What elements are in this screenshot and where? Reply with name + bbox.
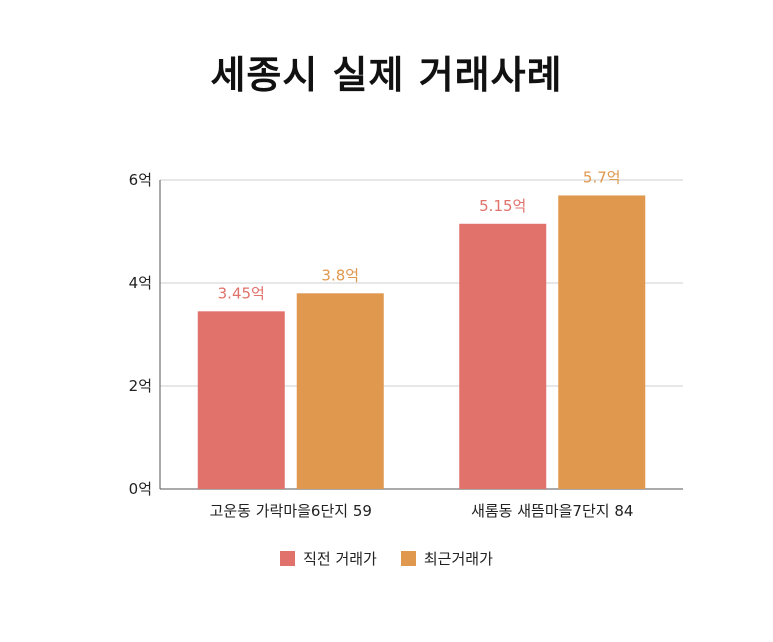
bar bbox=[198, 311, 285, 489]
bar bbox=[459, 224, 546, 489]
bar bbox=[558, 195, 645, 489]
data-label: 3.8억 bbox=[321, 266, 359, 284]
legend: 직전 거래가 최근거래가 bbox=[0, 548, 773, 569]
x-tick-label: 새롬동 새뜸마을7단지 84 bbox=[471, 502, 633, 520]
legend-label-previous: 직전 거래가 bbox=[303, 548, 377, 569]
data-label: 5.15억 bbox=[479, 197, 526, 215]
y-tick-label: 2억 bbox=[129, 377, 152, 395]
y-tick-label: 4억 bbox=[129, 274, 152, 292]
y-tick-label: 6억 bbox=[129, 171, 152, 189]
x-tick-label: 고운동 가락마을6단지 59 bbox=[210, 502, 372, 520]
legend-item-previous: 직전 거래가 bbox=[280, 548, 377, 569]
legend-item-recent: 최근거래가 bbox=[401, 548, 493, 569]
bar bbox=[297, 293, 384, 489]
legend-swatch-recent bbox=[401, 551, 416, 566]
legend-swatch-previous bbox=[280, 551, 295, 566]
y-tick-label: 0억 bbox=[129, 480, 152, 498]
legend-label-recent: 최근거래가 bbox=[424, 548, 493, 569]
data-label: 3.45억 bbox=[218, 284, 265, 302]
data-label: 5.7억 bbox=[583, 168, 621, 186]
